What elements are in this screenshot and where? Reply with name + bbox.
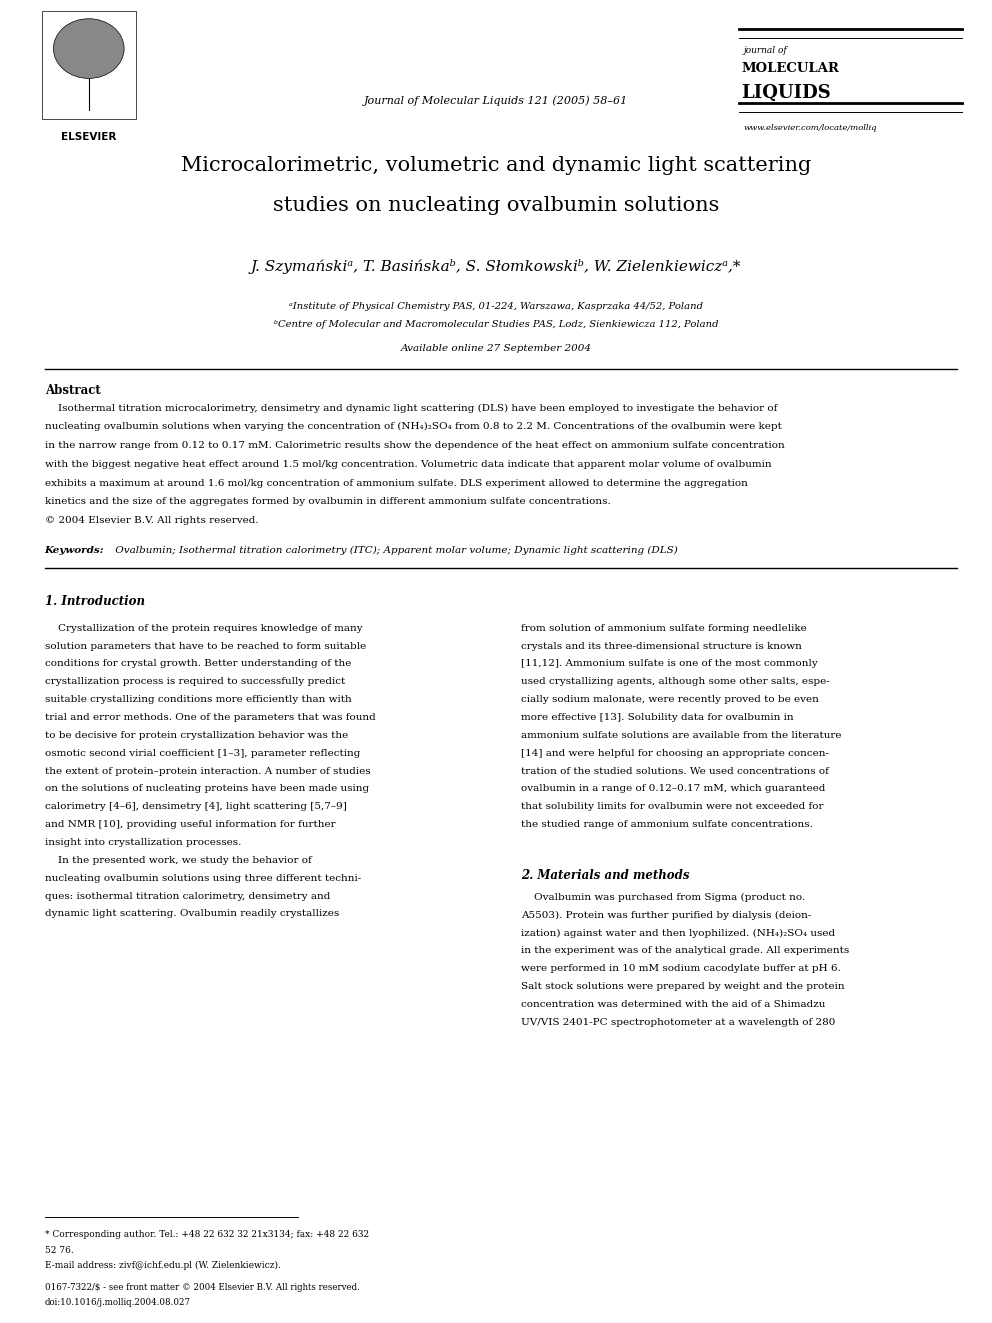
Text: Isothermal titration microcalorimetry, densimetry and dynamic light scattering (: Isothermal titration microcalorimetry, d… — [45, 404, 777, 413]
Text: conditions for crystal growth. Better understanding of the: conditions for crystal growth. Better un… — [45, 659, 351, 668]
Text: the studied range of ammonium sulfate concentrations.: the studied range of ammonium sulfate co… — [521, 820, 812, 830]
Bar — [42, 11, 136, 119]
Text: Available online 27 September 2004: Available online 27 September 2004 — [401, 344, 591, 353]
Text: and NMR [10], providing useful information for further: and NMR [10], providing useful informati… — [45, 820, 335, 830]
Text: A5503). Protein was further purified by dialysis (deion-: A5503). Protein was further purified by … — [521, 910, 811, 919]
Text: calorimetry [4–6], densimetry [4], light scattering [5,7–9]: calorimetry [4–6], densimetry [4], light… — [45, 802, 346, 811]
Text: used crystallizing agents, although some other salts, espe-: used crystallizing agents, although some… — [521, 677, 829, 687]
Text: In the presented work, we study the behavior of: In the presented work, we study the beha… — [45, 856, 311, 865]
Text: [11,12]. Ammonium sulfate is one of the most commonly: [11,12]. Ammonium sulfate is one of the … — [521, 659, 817, 668]
Text: 2. Materials and methods: 2. Materials and methods — [521, 869, 689, 882]
Text: ᵃInstitute of Physical Chemistry PAS, 01-224, Warszawa, Kasprzaka 44/52, Poland: ᵃInstitute of Physical Chemistry PAS, 01… — [289, 302, 703, 311]
Text: UV/VIS 2401-PC spectrophotometer at a wavelength of 280: UV/VIS 2401-PC spectrophotometer at a wa… — [521, 1017, 835, 1027]
Text: kinetics and the size of the aggregates formed by ovalbumin in different ammoniu: kinetics and the size of the aggregates … — [45, 497, 610, 507]
Text: ᵇCentre of Molecular and Macromolecular Studies PAS, Lodz, Sienkiewicza 112, Pol: ᵇCentre of Molecular and Macromolecular … — [274, 320, 718, 329]
Text: in the experiment was of the analytical grade. All experiments: in the experiment was of the analytical … — [521, 946, 849, 955]
Text: 0167-7322/$ - see front matter © 2004 Elsevier B.V. All rights reserved.: 0167-7322/$ - see front matter © 2004 El… — [45, 1283, 359, 1293]
Text: journal of: journal of — [744, 46, 788, 56]
Text: MOLECULAR: MOLECULAR — [741, 62, 839, 75]
Text: osmotic second virial coefficient [1–3], parameter reflecting: osmotic second virial coefficient [1–3],… — [45, 749, 360, 758]
Text: E-mail address: zivf@ichf.edu.pl (W. Zielenkiewicz).: E-mail address: zivf@ichf.edu.pl (W. Zie… — [45, 1261, 281, 1270]
Text: ization) against water and then lyophilized. (NH₄)₂SO₄ used: ization) against water and then lyophili… — [521, 929, 835, 938]
Text: www.elsevier.com/locate/molliq: www.elsevier.com/locate/molliq — [744, 124, 878, 132]
Ellipse shape — [54, 19, 124, 78]
Text: © 2004 Elsevier B.V. All rights reserved.: © 2004 Elsevier B.V. All rights reserved… — [45, 516, 258, 525]
Text: insight into crystallization processes.: insight into crystallization processes. — [45, 837, 241, 847]
Text: solution parameters that have to be reached to form suitable: solution parameters that have to be reac… — [45, 642, 366, 651]
Text: concentration was determined with the aid of a Shimadzu: concentration was determined with the ai… — [521, 1000, 825, 1009]
Text: doi:10.1016/j.molliq.2004.08.027: doi:10.1016/j.molliq.2004.08.027 — [45, 1298, 190, 1307]
Text: trial and error methods. One of the parameters that was found: trial and error methods. One of the para… — [45, 713, 375, 722]
Text: from solution of ammonium sulfate forming needlelike: from solution of ammonium sulfate formin… — [521, 623, 806, 632]
Text: Microcalorimetric, volumetric and dynamic light scattering: Microcalorimetric, volumetric and dynami… — [181, 156, 811, 175]
Text: in the narrow range from 0.12 to 0.17 mM. Calorimetric results show the dependen: in the narrow range from 0.12 to 0.17 mM… — [45, 441, 785, 450]
Text: were performed in 10 mM sodium cacodylate buffer at pH 6.: were performed in 10 mM sodium cacodylat… — [521, 964, 840, 974]
Text: Journal of Molecular Liquids 121 (2005) 58–61: Journal of Molecular Liquids 121 (2005) … — [364, 95, 628, 106]
Text: crystals and its three-dimensional structure is known: crystals and its three-dimensional struc… — [521, 642, 802, 651]
Text: crystallization process is required to successfully predict: crystallization process is required to s… — [45, 677, 345, 687]
Text: * Corresponding author. Tel.: +48 22 632 32 21x3134; fax: +48 22 632: * Corresponding author. Tel.: +48 22 632… — [45, 1230, 369, 1240]
Text: on the solutions of nucleating proteins have been made using: on the solutions of nucleating proteins … — [45, 785, 369, 794]
Text: ovalbumin in a range of 0.12–0.17 mM, which guaranteed: ovalbumin in a range of 0.12–0.17 mM, wh… — [521, 785, 825, 794]
Text: Ovalbumin; Isothermal titration calorimetry (ITC); Apparent molar volume; Dynami: Ovalbumin; Isothermal titration calorime… — [112, 545, 678, 554]
Text: the extent of protein–protein interaction. A number of studies: the extent of protein–protein interactio… — [45, 766, 370, 775]
Text: nucleating ovalbumin solutions when varying the concentration of (NH₄)₂SO₄ from : nucleating ovalbumin solutions when vary… — [45, 422, 782, 431]
Text: LIQUIDS: LIQUIDS — [741, 83, 830, 102]
Text: Abstract: Abstract — [45, 384, 100, 397]
Text: 1. Introduction: 1. Introduction — [45, 594, 145, 607]
Text: exhibits a maximum at around 1.6 mol/kg concentration of ammonium sulfate. DLS e: exhibits a maximum at around 1.6 mol/kg … — [45, 479, 748, 488]
Text: ammonium sulfate solutions are available from the literature: ammonium sulfate solutions are available… — [521, 730, 841, 740]
Text: Ovalbumin was purchased from Sigma (product no.: Ovalbumin was purchased from Sigma (prod… — [521, 893, 806, 902]
Text: with the biggest negative heat effect around 1.5 mol/kg concentration. Volumetri: with the biggest negative heat effect ar… — [45, 460, 771, 468]
Text: Keywords:: Keywords: — [45, 545, 104, 554]
Text: tration of the studied solutions. We used concentrations of: tration of the studied solutions. We use… — [521, 766, 828, 775]
Text: more effective [13]. Solubility data for ovalbumin in: more effective [13]. Solubility data for… — [521, 713, 794, 722]
Text: studies on nucleating ovalbumin solutions: studies on nucleating ovalbumin solution… — [273, 196, 719, 214]
Text: dynamic light scattering. Ovalbumin readily crystallizes: dynamic light scattering. Ovalbumin read… — [45, 909, 339, 918]
Text: J. Szymańskiᵃ, T. Basińskaᵇ, S. Słomkowskiᵇ, W. Zielenkiewiczᵃ,*: J. Szymańskiᵃ, T. Basińskaᵇ, S. Słomkows… — [251, 259, 741, 274]
Text: to be decisive for protein crystallization behavior was the: to be decisive for protein crystallizati… — [45, 730, 348, 740]
Text: nucleating ovalbumin solutions using three different techni-: nucleating ovalbumin solutions using thr… — [45, 873, 361, 882]
Text: ques: isothermal titration calorimetry, densimetry and: ques: isothermal titration calorimetry, … — [45, 892, 330, 901]
Text: Crystallization of the protein requires knowledge of many: Crystallization of the protein requires … — [45, 623, 362, 632]
Text: suitable crystallizing conditions more efficiently than with: suitable crystallizing conditions more e… — [45, 695, 351, 704]
Text: cially sodium malonate, were recently proved to be even: cially sodium malonate, were recently pr… — [521, 695, 818, 704]
Text: ELSEVIER: ELSEVIER — [62, 132, 116, 143]
Text: that solubility limits for ovalbumin were not exceeded for: that solubility limits for ovalbumin wer… — [521, 802, 823, 811]
Text: 52 76.: 52 76. — [45, 1246, 73, 1256]
Text: Salt stock solutions were prepared by weight and the protein: Salt stock solutions were prepared by we… — [521, 982, 844, 991]
Text: [14] and were helpful for choosing an appropriate concen-: [14] and were helpful for choosing an ap… — [521, 749, 828, 758]
